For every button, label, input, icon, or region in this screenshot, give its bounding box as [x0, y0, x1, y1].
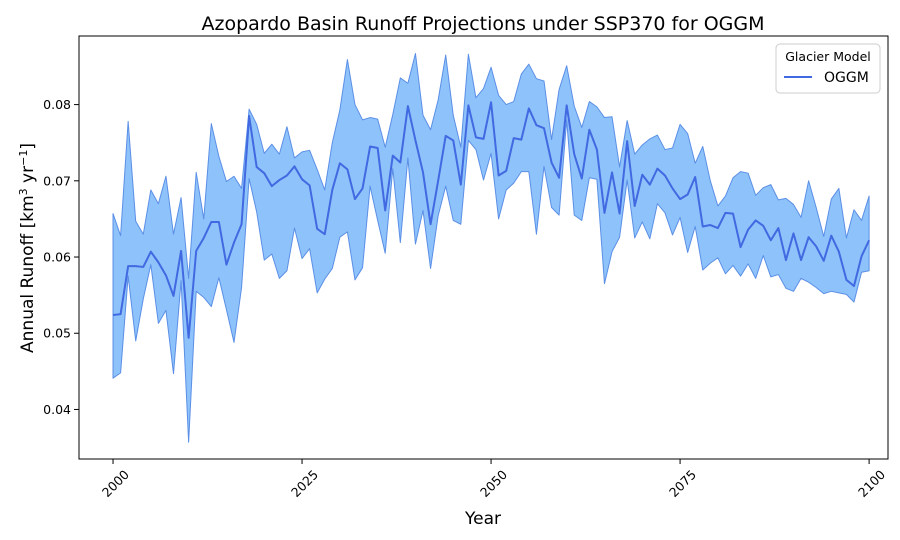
y-axis-label: Annual Runoff [km3 yr−1] [17, 143, 39, 353]
uncertainty-band [112, 53, 870, 443]
axes-frame [78, 35, 889, 460]
y-tick-label: 0.07 [43, 173, 71, 188]
legend-box [775, 43, 881, 94]
legend: Glacier Model OGGM [775, 43, 881, 94]
y-tick-label: 0.06 [43, 250, 71, 265]
chart-title: Azopardo Basin Runoff Projections under … [201, 13, 764, 35]
y-tick-label: 0.04 [43, 402, 71, 417]
x-axis-label: Year [464, 509, 501, 529]
legend-title: Glacier Model [785, 49, 871, 64]
y-axis: 0.04 0.05 0.06 0.07 0.08 [43, 97, 79, 417]
legend-entry-oggm: OGGM [824, 70, 869, 86]
series-line-oggm [112, 101, 871, 339]
y-tick-label: 0.05 [43, 326, 71, 341]
y-tick-label: 0.08 [43, 97, 71, 112]
plot-area [112, 53, 871, 443]
